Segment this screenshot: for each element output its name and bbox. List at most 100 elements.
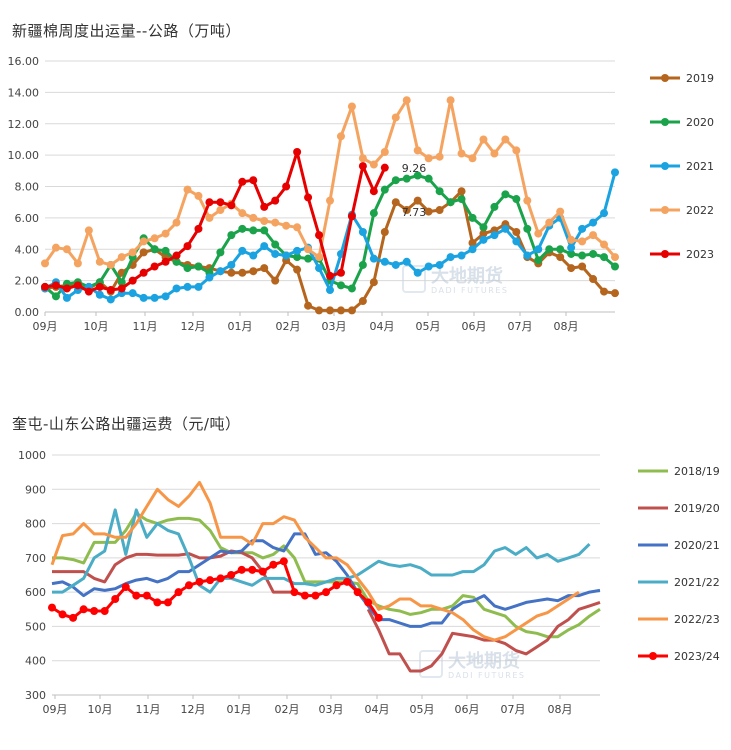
x-tick-label: 06月 [455,703,480,716]
data-point [269,560,278,569]
data-point [150,245,159,254]
data-point [315,264,324,273]
data-point [69,613,78,622]
data-point [260,226,269,235]
data-point [413,268,422,277]
x-tick-label: 03月 [322,320,347,333]
y-tick-label: 8.00 [15,181,40,194]
chart-title-bottom: 奎屯-山东公路出疆运费（元/吨） [12,415,241,433]
legend-label: 2020 [686,116,714,129]
x-tick-label: 12月 [181,703,206,716]
data-point [501,224,510,233]
data-point [358,162,367,171]
data-point [336,281,345,290]
data-point [41,259,49,268]
series-2021-22 [52,508,591,594]
data-point [260,242,269,251]
data-point [468,245,477,254]
data-point [343,577,352,586]
x-tick-label: 08月 [548,703,573,716]
y-tick-label: 1000 [18,449,46,462]
data-point [402,257,411,266]
series-line [51,532,601,628]
data-point [512,146,521,155]
data-point [457,149,466,158]
data-point [391,176,400,185]
data-point [172,284,181,293]
data-point [106,260,115,269]
data-point [132,591,141,600]
data-point [380,257,389,266]
data-point [194,224,203,233]
data-point [369,254,378,263]
x-tick-label: 09月 [33,320,58,333]
data-point [90,607,99,615]
series-2020-21 [51,532,601,628]
series-2019-20 [52,549,601,673]
data-point [347,284,356,293]
data-point [369,278,378,287]
data-point [490,231,499,240]
series-line [52,511,601,639]
legend-label: 2022 [686,204,714,217]
data-point [479,229,488,238]
data-point [446,253,455,262]
series-line [50,480,580,642]
legend-label: 2018/19 [674,465,720,478]
data-point [84,226,93,235]
data-point [84,287,93,296]
y-tick-label: 14.00 [8,86,40,99]
data-point [205,198,214,207]
data-point [51,243,60,252]
data-point [446,198,455,207]
series-2023-24 [48,557,383,622]
data-point [468,213,477,222]
data-point [364,598,373,607]
series-2022-23 [50,480,580,642]
x-tick-label: 02月 [275,703,300,716]
data-point [424,154,433,163]
data-point [227,571,236,579]
data-point [391,198,400,207]
data-point [578,251,587,260]
data-point [121,583,130,591]
data-point [194,191,203,200]
legend-label: 2020/21 [674,539,720,552]
data-point [206,576,215,585]
watermark-icon [402,265,426,293]
data-point [523,196,532,205]
data-point [161,257,170,266]
data-point [95,290,104,299]
data-point [238,177,247,186]
data-point [249,213,258,222]
data-point [139,237,148,246]
data-point [402,206,411,215]
legend-marker [661,206,669,214]
y-tick-label: 6.00 [15,212,40,225]
data-point [216,198,225,207]
chart-title-top: 新疆棉周度出运量--公路（万吨） [12,22,241,40]
y-tick-label: 700 [25,552,46,565]
data-point [216,574,225,583]
data-point [205,273,214,282]
data-point [336,132,345,141]
series-2021 [41,168,619,304]
data-point [534,229,543,238]
legend-label: 2019 [686,72,714,85]
data-point [402,96,411,105]
data-point [567,264,576,273]
data-point [128,248,137,257]
data-point [304,193,313,202]
data-point [326,286,334,295]
data-point [194,282,203,291]
data-point [282,221,291,230]
data-point [185,581,193,590]
data-point [260,217,269,226]
data-point [293,253,302,262]
legend-label: 2019/20 [674,502,720,515]
data-point [589,275,598,284]
data-point [227,201,236,210]
x-tick-label: 11月 [136,703,161,716]
data-annotation: 9.26 [402,162,427,175]
